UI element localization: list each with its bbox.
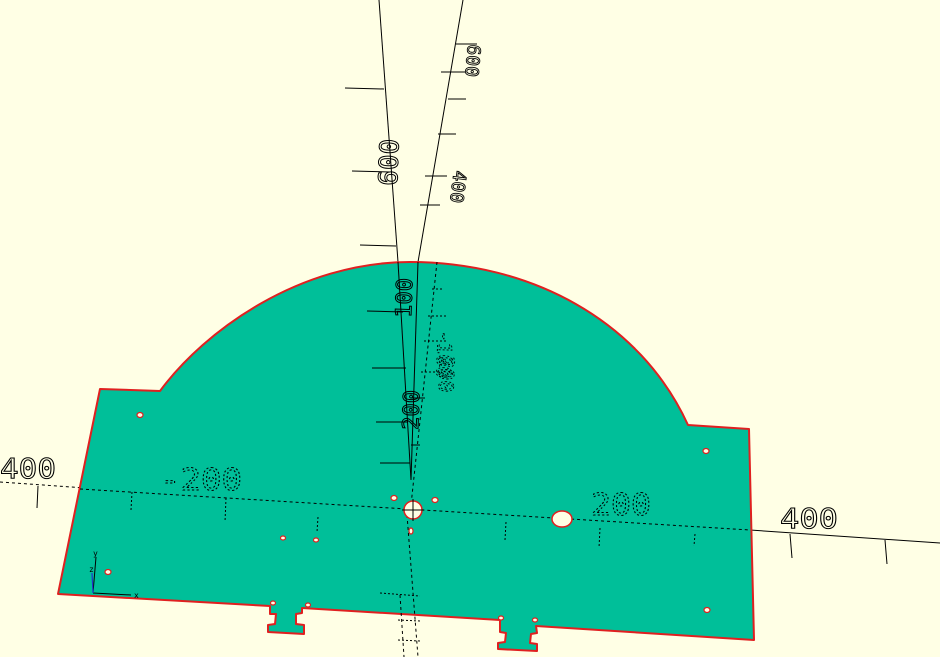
hole bbox=[703, 606, 711, 614]
svg-text:200: 200 bbox=[434, 356, 459, 393]
gizmo-y-axis bbox=[92, 556, 97, 594]
gizmo-x-label: x bbox=[134, 591, 139, 600]
svg-text:600: 600 bbox=[460, 44, 484, 78]
x-axis-positive-line bbox=[749, 529, 940, 544]
x-tick-label-neg-200: -200 bbox=[160, 463, 243, 499]
hole bbox=[279, 535, 287, 541]
gizmo-x-axis bbox=[92, 592, 132, 596]
x-axis-ticks-right bbox=[789, 533, 888, 565]
x-tick-label-left-400: 400 bbox=[0, 452, 57, 486]
y-axis-line-left bbox=[378, 0, 399, 263]
y-tick-label-400: 400 bbox=[445, 169, 471, 205]
gizmo-y-label: y bbox=[93, 549, 98, 558]
x-axis-through-part bbox=[79, 488, 751, 531]
svg-text:400: 400 bbox=[780, 502, 838, 535]
svg-text:200: 200 bbox=[399, 390, 425, 431]
hole bbox=[136, 411, 144, 419]
x-axis-negative-line bbox=[0, 481, 101, 490]
axis-gizmo: x y z bbox=[89, 549, 139, 600]
part-holes bbox=[104, 411, 711, 623]
hole bbox=[269, 600, 277, 606]
z-tick-label-minus-100: -100 bbox=[431, 329, 458, 379]
hole bbox=[702, 447, 710, 455]
x-axis-ticks-left bbox=[36, 485, 39, 509]
large-hole bbox=[551, 510, 573, 528]
hole bbox=[531, 617, 539, 623]
hole bbox=[304, 602, 312, 608]
svg-text:-200: -200 bbox=[160, 463, 242, 498]
hole bbox=[104, 568, 112, 576]
y-axis-ticks-right bbox=[420, 43, 477, 206]
svg-text:400: 400 bbox=[445, 169, 470, 204]
z-tick-label-200-b: 200 bbox=[433, 355, 459, 393]
z-tick-label-100: 100 bbox=[392, 277, 419, 319]
part-body[interactable] bbox=[57, 261, 755, 652]
y-tick-label-600: 600 bbox=[460, 43, 485, 78]
hole bbox=[312, 537, 320, 543]
y-axis-ticks-left bbox=[344, 87, 397, 247]
axes-back: 600 400 600 400 400 bbox=[0, 0, 940, 565]
gizmo-z-label: z bbox=[89, 565, 94, 574]
svg-text:-100: -100 bbox=[431, 330, 457, 379]
svg-text:200: 200 bbox=[591, 488, 651, 523]
hole bbox=[431, 496, 439, 504]
gizmo-z-axis bbox=[91, 572, 94, 594]
x-tick-label-right-400: 400 bbox=[780, 502, 839, 536]
x-tick-label-pos-200: 200 bbox=[591, 488, 652, 524]
hole bbox=[497, 615, 505, 621]
svg-text:400: 400 bbox=[0, 452, 56, 485]
hole bbox=[408, 527, 414, 535]
svg-text:100: 100 bbox=[392, 278, 418, 319]
axes-front: -200 200 100 -100 200 200 bbox=[79, 261, 751, 657]
z-tick-label-200-a: 200 bbox=[399, 389, 426, 431]
z-tick-label-600: 600 bbox=[374, 138, 407, 187]
y-axis-line-right bbox=[417, 0, 464, 263]
hole bbox=[390, 494, 398, 502]
svg-text:600: 600 bbox=[374, 138, 406, 186]
